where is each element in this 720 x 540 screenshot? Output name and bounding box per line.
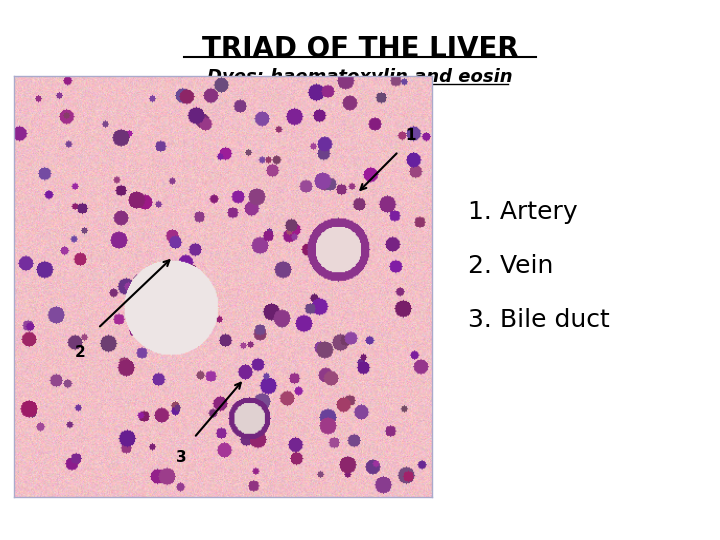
Text: 1. Artery: 1. Artery — [468, 200, 577, 224]
Text: 2. Vein: 2. Vein — [468, 254, 554, 278]
Text: 3: 3 — [176, 450, 186, 465]
Text: Dyes: haematoxylin and eosin: Dyes: haematoxylin and eosin — [207, 68, 513, 85]
Text: 3. Bile duct: 3. Bile duct — [468, 308, 610, 332]
Text: TRIAD OF THE LIVER: TRIAD OF THE LIVER — [202, 35, 518, 63]
Text: 2: 2 — [75, 345, 86, 360]
Text: 1: 1 — [405, 128, 415, 143]
